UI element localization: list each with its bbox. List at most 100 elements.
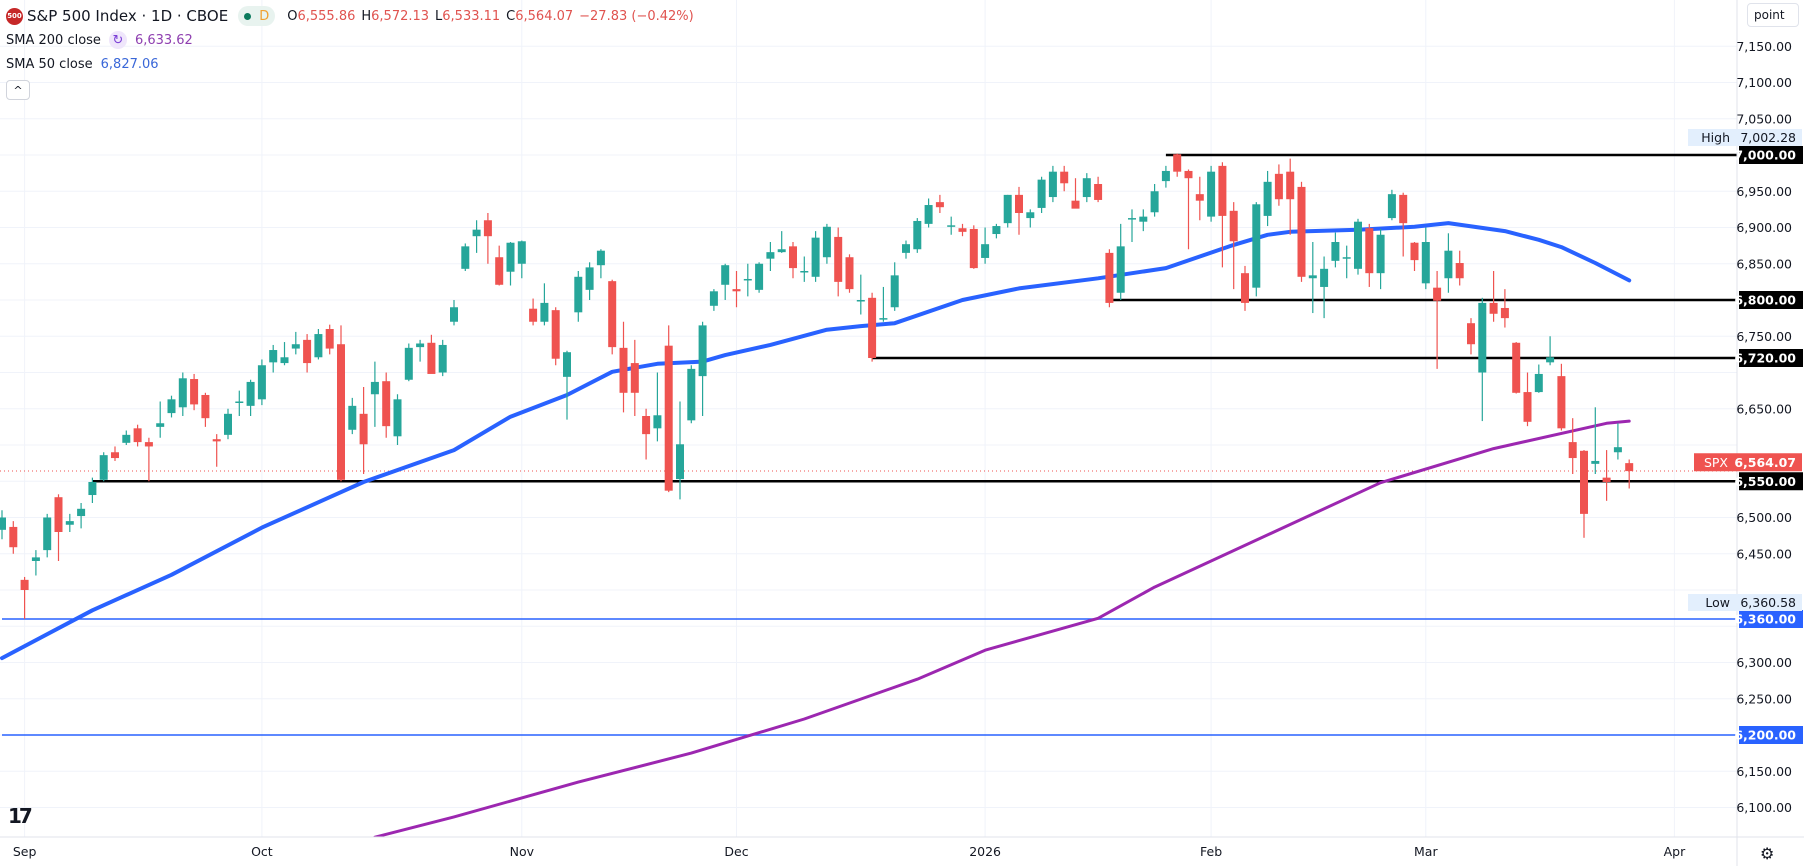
candle-body xyxy=(1591,460,1600,464)
low-label: L xyxy=(435,8,443,24)
chevron-up-icon: ^ xyxy=(13,83,23,97)
time-tick-label: Sep xyxy=(13,844,37,859)
candle xyxy=(1116,223,1125,300)
price-tick-label: 6,150.00 xyxy=(1736,764,1792,779)
candle xyxy=(1263,170,1272,227)
candle-body xyxy=(709,291,718,306)
candle xyxy=(822,223,831,264)
candle-body xyxy=(88,481,97,496)
candle-body xyxy=(1048,171,1057,198)
candle xyxy=(1048,165,1057,203)
candle xyxy=(156,401,165,438)
change-value: −27.83 (−0.42%) xyxy=(579,8,694,24)
delayed-indicator: D xyxy=(259,8,270,24)
refresh-icon[interactable]: ↻ xyxy=(108,31,127,49)
price-tick-label: 6,250.00 xyxy=(1736,691,1792,706)
indicator-name[interactable]: SMA 200 close xyxy=(6,32,101,48)
candle xyxy=(596,249,605,279)
indicator-sma50[interactable]: SMA 50 close 6,827.06 xyxy=(6,52,694,76)
candle-body xyxy=(1173,154,1182,172)
scale-mode-button[interactable]: point xyxy=(1747,3,1799,27)
candle xyxy=(483,213,492,264)
price-tick-label: 6,450.00 xyxy=(1736,546,1792,561)
candle xyxy=(1320,256,1329,319)
indicator-sma200[interactable]: SMA 200 close ↻ 6,633.62 xyxy=(6,28,694,52)
time-tick-label: Mar xyxy=(1414,844,1438,859)
market-status-badge[interactable]: D xyxy=(238,6,276,26)
candle xyxy=(879,286,888,322)
price-tick-label: 6,300.00 xyxy=(1736,655,1792,670)
gear-icon[interactable]: ⚙ xyxy=(1760,844,1775,863)
candle xyxy=(1455,250,1464,286)
candle xyxy=(687,365,696,424)
candle-body xyxy=(1410,242,1419,261)
low-marker-bg xyxy=(1688,594,1802,611)
candle xyxy=(9,521,18,554)
candle xyxy=(743,263,752,297)
indicator-name[interactable]: SMA 50 close xyxy=(6,56,93,72)
candle xyxy=(31,550,40,576)
candle-body xyxy=(359,413,368,445)
symbol-title[interactable]: S&P 500 Index · 1D · CBOE xyxy=(27,7,229,25)
collapse-legend-button[interactable]: ^ xyxy=(6,80,30,100)
candle xyxy=(834,227,843,297)
candle-body xyxy=(1354,221,1362,269)
candle-body xyxy=(913,220,922,250)
candle xyxy=(111,446,119,461)
candle-body xyxy=(551,310,560,359)
candle-body xyxy=(325,329,334,349)
candle xyxy=(122,430,131,445)
candle xyxy=(1613,423,1622,460)
candle-body xyxy=(0,517,6,530)
candle-body xyxy=(1274,173,1283,200)
open-label: O xyxy=(287,8,298,24)
candle-body xyxy=(1523,392,1532,422)
candle-body xyxy=(1161,170,1170,182)
candle xyxy=(1003,194,1012,228)
candle xyxy=(1342,245,1351,279)
candle-body xyxy=(1613,447,1622,453)
candle-body xyxy=(506,242,515,272)
candle xyxy=(133,424,142,447)
candle xyxy=(472,220,481,253)
candle-body xyxy=(1602,477,1611,482)
candle-body xyxy=(1467,323,1475,345)
candle xyxy=(280,342,289,366)
candle-body xyxy=(1128,218,1136,220)
candle xyxy=(1489,271,1498,322)
candle xyxy=(540,283,549,326)
candle-body xyxy=(1320,268,1329,287)
candle xyxy=(1602,450,1611,501)
candle xyxy=(99,452,108,482)
candle xyxy=(1229,202,1238,290)
candle-body xyxy=(958,228,967,232)
candle xyxy=(1625,459,1634,489)
candle xyxy=(789,242,797,279)
candle-body xyxy=(190,379,199,405)
candle-body xyxy=(574,276,583,313)
candle xyxy=(1421,227,1430,290)
candle-body xyxy=(291,344,300,349)
candle xyxy=(913,218,922,253)
tradingview-logo[interactable]: 17 xyxy=(8,804,33,828)
level-price-label-bg xyxy=(1739,349,1803,367)
candle xyxy=(1365,223,1374,287)
candle xyxy=(506,242,515,286)
candle-body xyxy=(969,228,978,269)
candle-body xyxy=(280,357,289,364)
candle-body xyxy=(111,452,119,459)
candle-body xyxy=(585,267,594,290)
candle-body xyxy=(1252,204,1261,288)
time-tick-label: Apr xyxy=(1664,844,1686,859)
level-price-label: 6,200.00 xyxy=(1734,728,1796,743)
candle xyxy=(664,325,673,493)
candle xyxy=(1195,176,1204,221)
candle-body xyxy=(1071,200,1080,209)
plot-area xyxy=(0,153,1737,837)
candle-body xyxy=(1489,302,1498,314)
price-tick-label: 6,850.00 xyxy=(1736,256,1792,271)
candle-body xyxy=(472,229,481,237)
candle xyxy=(20,576,29,619)
candle xyxy=(65,513,74,532)
